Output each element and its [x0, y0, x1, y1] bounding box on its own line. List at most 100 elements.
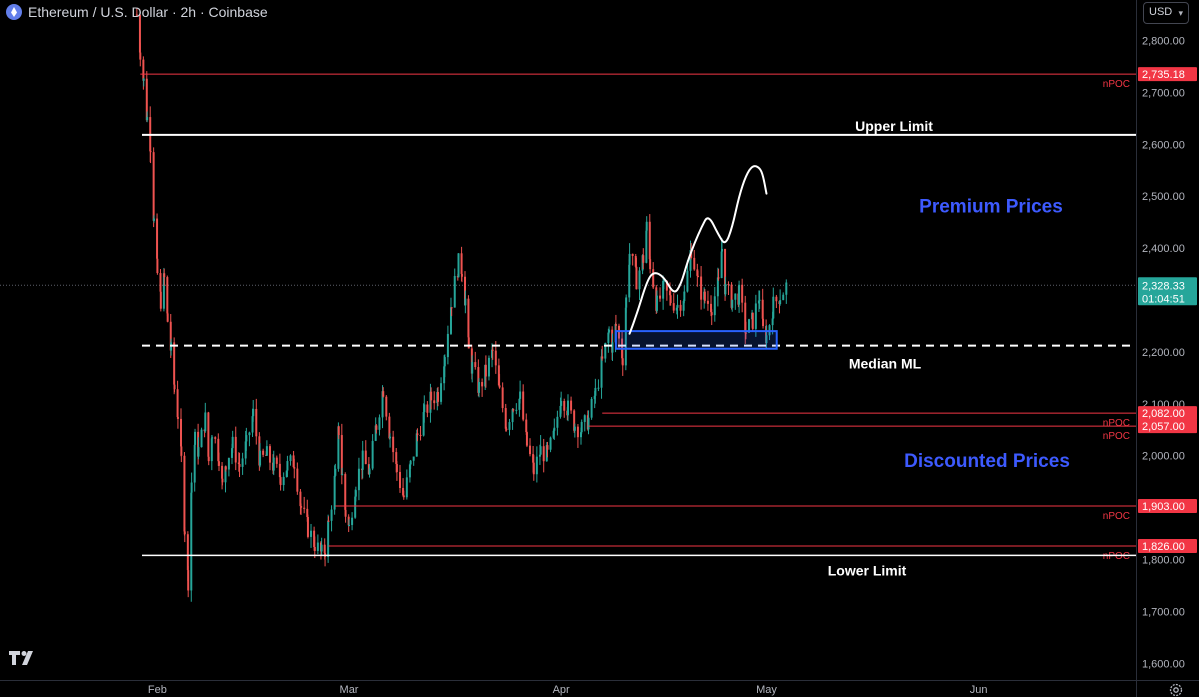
candle-body [501, 387, 504, 409]
projection-path [628, 165, 768, 335]
candle-body [183, 531, 186, 535]
candle-body [340, 435, 343, 475]
candle-body [146, 117, 149, 121]
candle-body [163, 273, 166, 278]
candle-body [204, 412, 207, 432]
candle-body [139, 52, 142, 60]
demand-zone-box [614, 330, 778, 350]
candle-body [371, 440, 374, 469]
candle-body [381, 391, 384, 418]
candle-body [532, 462, 535, 475]
candle-body [460, 273, 463, 277]
y-tick-label: 2,800.00 [1142, 35, 1185, 47]
candle-body [152, 218, 155, 221]
candle-body [368, 468, 371, 475]
candle-body [538, 454, 541, 457]
candle-body [289, 455, 292, 462]
candle-body [754, 303, 757, 329]
currency-selector[interactable]: USD ▾ [1143, 2, 1189, 24]
candle-body [529, 445, 532, 455]
candle-body [525, 432, 528, 446]
candle-body [176, 389, 179, 418]
candle-body [162, 273, 165, 309]
candle-body [481, 382, 484, 387]
candle-body [354, 490, 357, 497]
candle-body [190, 492, 193, 591]
candle-body [573, 410, 576, 431]
candle-body [635, 266, 638, 290]
candle-body [217, 461, 220, 466]
ethereum-icon [6, 4, 22, 20]
candle-body [389, 436, 392, 439]
candle-body [285, 470, 288, 477]
candle-body [484, 364, 487, 377]
y-tick-label: 2,600.00 [1142, 139, 1185, 151]
candle-body [634, 255, 637, 267]
symbol-title[interactable]: Ethereum / U.S. Dollar · 2h · Coinbase [28, 4, 268, 20]
candle-body [388, 416, 391, 439]
candle-body [207, 412, 210, 457]
candle-body [392, 436, 395, 453]
candle-body [590, 398, 593, 418]
npoc-price-tag-bg [1138, 419, 1197, 434]
candle-body [207, 456, 210, 462]
y-tick-label: 1,800.00 [1142, 554, 1185, 566]
candle-body [587, 417, 590, 430]
candle-body [731, 299, 734, 308]
candle-body [494, 350, 497, 366]
y-tick-label: 2,400.00 [1142, 243, 1185, 255]
candle-body [665, 280, 668, 291]
candle-body [631, 253, 634, 256]
candle-body [580, 421, 583, 433]
candle-body [237, 462, 240, 464]
candle-body [471, 362, 474, 374]
npoc-tag: nPOC [1103, 511, 1130, 522]
candle-body [762, 318, 765, 327]
x-tick-label: May [756, 684, 777, 696]
candle-body [310, 530, 313, 537]
npoc-tag: nPOC [1103, 79, 1130, 90]
candle-body [344, 474, 347, 510]
candle-body [675, 307, 678, 311]
candle-body [245, 435, 248, 442]
candle-body [553, 427, 556, 431]
candle-body [292, 455, 295, 468]
candle-body [642, 255, 645, 263]
candle-body [604, 342, 607, 359]
candle-body [583, 415, 586, 422]
candle-body [638, 270, 641, 290]
candle-body [478, 382, 481, 393]
candle-body [402, 495, 405, 498]
candle-body [443, 357, 446, 367]
candle-body [779, 300, 782, 305]
candle-body [234, 436, 237, 463]
currency-label: USD [1149, 6, 1173, 18]
candle-body [741, 284, 744, 303]
candle-body [645, 230, 648, 263]
candle-body [166, 277, 169, 314]
candle-body [717, 277, 720, 279]
candle-body [706, 300, 709, 304]
y-tick-label: 2,700.00 [1142, 87, 1185, 99]
candle-body [398, 471, 401, 488]
candle-body [348, 524, 351, 526]
candle-body [176, 417, 179, 419]
current-price-tag-bg [1138, 277, 1197, 306]
candle-body [333, 475, 336, 510]
settings-gear-icon[interactable] [1169, 683, 1183, 697]
candle-body [306, 516, 309, 537]
candle-body [758, 299, 761, 301]
candle-body [293, 467, 296, 469]
candle-body [611, 342, 614, 353]
candle-body [649, 259, 652, 270]
candle-body [135, 14, 138, 16]
countdown-timer: 01:04:51 [1142, 293, 1185, 305]
candle-body [385, 396, 388, 417]
candle-body [628, 253, 631, 265]
discounted-prices-label: Discounted Prices [904, 451, 1070, 472]
candle-body [597, 387, 600, 389]
candle-body [395, 464, 398, 472]
candle-body [608, 329, 611, 333]
candle-body [187, 570, 190, 591]
